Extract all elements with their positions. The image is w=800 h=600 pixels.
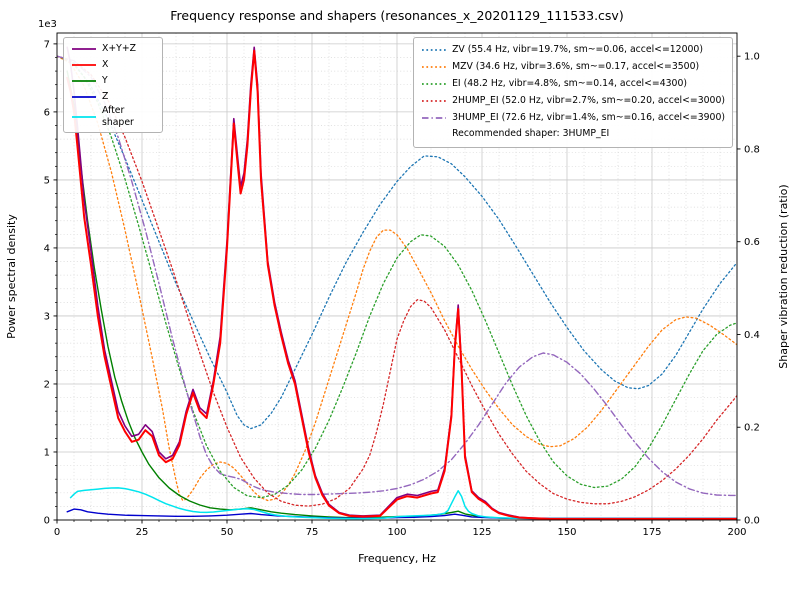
legend-item-label: 3HUMP_EI (72.6 Hz, vibr=1.4%, sm~=0.16, …	[452, 112, 725, 123]
legend-psd-items: X+Y+Z X Y Z After shaper	[71, 41, 155, 128]
series-after-shaper	[69, 487, 737, 520]
legend-line-sample-icon	[422, 65, 447, 68]
x-axis-label: Frequency, Hz	[358, 552, 436, 565]
legend-shapers-items: ZV (55.4 Hz, vibr=19.7%, sm~=0.06, accel…	[421, 41, 725, 126]
x-tick-label: 200	[727, 527, 746, 538]
legend-item-label: 2HUMP_EI (52.0 Hz, vibr=2.7%, sm~=0.20, …	[452, 95, 725, 106]
legend-item: X+Y+Z	[71, 41, 155, 57]
legend-item-label: ZV (55.4 Hz, vibr=19.7%, sm~=0.06, accel…	[452, 44, 703, 55]
x-tick-label: 75	[306, 527, 319, 538]
legend-item-label: After shaper	[102, 105, 134, 128]
x-tick-label: 0	[54, 527, 60, 538]
y-right-tick-label: 0.6	[744, 237, 760, 248]
x-tick-label: 25	[136, 527, 149, 538]
y-right-axis-label: Shaper vibration reduction (ratio)	[777, 184, 790, 368]
x-tick-label: 150	[557, 527, 576, 538]
series-x	[66, 49, 737, 520]
y-left-tick-label: 0	[44, 516, 50, 527]
legend-item-label: EI (48.2 Hz, vibr=4.8%, sm~=0.14, accel<…	[452, 78, 688, 89]
x-tick-label: 175	[642, 527, 661, 538]
y-right-tick-label: 1.0	[744, 52, 760, 63]
chart-title: Frequency response and shapers (resonanc…	[170, 8, 624, 23]
legend-item-label: MZV (34.6 Hz, vibr=3.6%, sm~=0.17, accel…	[452, 61, 700, 72]
x-tick-label: 100	[387, 527, 406, 538]
legend-line-sample-icon	[72, 80, 96, 82]
series-2hump-ei	[57, 55, 737, 507]
legend-item: ZV (55.4 Hz, vibr=19.7%, sm~=0.06, accel…	[421, 41, 725, 58]
legend-item: X	[71, 57, 155, 73]
legend-line-sample-icon	[422, 99, 447, 102]
legend-item-label: Y	[102, 75, 108, 87]
y-left-tick-label: 1	[44, 447, 50, 458]
legend-line-sample-icon	[422, 82, 447, 85]
legend-line-sample-icon	[422, 116, 447, 119]
y-left-tick-label: 6	[44, 107, 50, 118]
legend-line-sample-icon	[422, 48, 447, 51]
legend-item: Y	[71, 73, 155, 89]
y-left-tick-label: 3	[44, 311, 50, 322]
y-right-tick-label: 0.2	[744, 423, 760, 434]
y-right-tick-label: 0.8	[744, 144, 760, 155]
series-3hump-ei	[57, 55, 737, 497]
series-zv	[57, 55, 737, 430]
series-ei	[57, 55, 737, 499]
legend-psd: X+Y+Z X Y Z After shaper	[63, 37, 163, 134]
y-left-offset-text: 1e3	[38, 19, 57, 30]
x-tick-label: 50	[221, 527, 234, 538]
legend-item: EI (48.2 Hz, vibr=4.8%, sm~=0.14, accel<…	[421, 75, 725, 92]
y-left-tick-label: 5	[44, 175, 50, 186]
legend-shapers: ZV (55.4 Hz, vibr=19.7%, sm~=0.06, accel…	[413, 37, 733, 148]
y-left-axis-label: Power spectral density	[5, 214, 18, 339]
x-tick-label: 125	[472, 527, 491, 538]
series-y	[66, 70, 737, 520]
legend-item: 3HUMP_EI (72.6 Hz, vibr=1.4%, sm~=0.16, …	[421, 109, 725, 126]
y-left-tick-label: 4	[44, 243, 50, 254]
legend-item: After shaper	[71, 105, 155, 128]
y-right-tick-label: 0.4	[744, 330, 760, 341]
legend-item-label: X	[102, 59, 109, 71]
legend-line-sample-icon	[72, 48, 96, 50]
legend-item: 2HUMP_EI (52.0 Hz, vibr=2.7%, sm~=0.20, …	[421, 92, 725, 109]
legend-line-sample-icon	[72, 115, 96, 118]
legend-item: Z	[71, 89, 155, 105]
legend-line-sample-icon	[72, 64, 96, 66]
y-right-tick-label: 0.0	[744, 516, 760, 527]
recommended-shaper-note: Recommended shaper: 3HUMP_EI	[452, 128, 610, 139]
legend-item-label: X+Y+Z	[102, 43, 136, 55]
y-left-tick-label: 7	[44, 39, 50, 50]
legend-item: MZV (34.6 Hz, vibr=3.6%, sm~=0.17, accel…	[421, 58, 725, 75]
legend-line-sample-icon	[72, 96, 96, 98]
legend-item-label: Z	[102, 91, 109, 103]
y-left-tick-label: 2	[44, 379, 50, 390]
